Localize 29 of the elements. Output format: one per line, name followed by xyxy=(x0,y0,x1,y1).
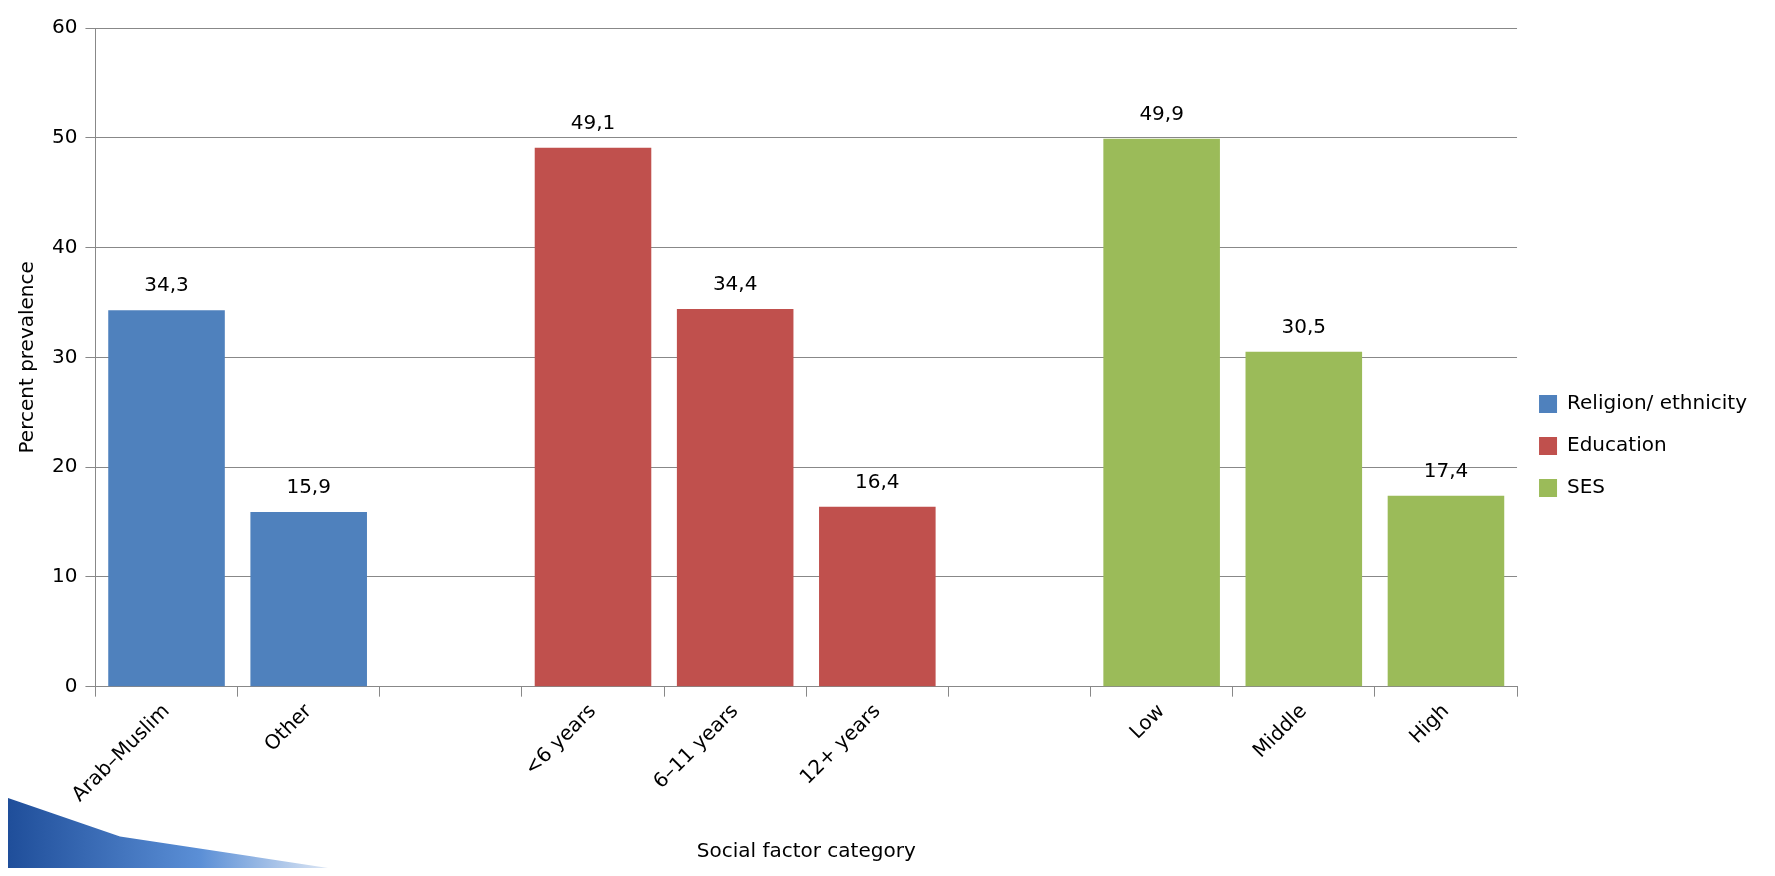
y-tick-label: 30 xyxy=(52,343,78,368)
bar xyxy=(108,310,225,687)
bar xyxy=(250,512,367,687)
data-label: 15,9 xyxy=(286,474,331,499)
y-tick-label: 0 xyxy=(64,672,78,697)
y-axis-title: Percent prevalence xyxy=(14,261,39,454)
y-tick-label: 10 xyxy=(52,563,78,588)
bar xyxy=(1387,495,1505,687)
legend-label: Religion/ ethnicity xyxy=(1567,390,1748,415)
legend-label: SES xyxy=(1567,474,1606,499)
y-tick-label: 60 xyxy=(52,14,78,39)
legend-label: Education xyxy=(1567,432,1667,457)
data-label: 17,4 xyxy=(1423,457,1469,482)
data-label: 16,4 xyxy=(855,468,900,493)
bar xyxy=(1103,138,1220,687)
bar xyxy=(1245,351,1363,687)
x-axis-title: Social factor category xyxy=(696,838,916,863)
y-tick-label: 50 xyxy=(52,123,78,148)
bar xyxy=(819,506,936,687)
data-label: 34,3 xyxy=(144,272,189,297)
data-label: 49,1 xyxy=(570,109,616,134)
y-tick-label: 40 xyxy=(52,233,78,258)
bar xyxy=(534,147,652,687)
data-label: 34,4 xyxy=(712,271,758,296)
bar xyxy=(676,309,794,687)
data-label: 30,5 xyxy=(1281,314,1327,339)
data-label: 49,9 xyxy=(1139,101,1184,126)
y-tick-label: 20 xyxy=(52,453,78,478)
x-tick-label: Low xyxy=(1124,698,1169,744)
